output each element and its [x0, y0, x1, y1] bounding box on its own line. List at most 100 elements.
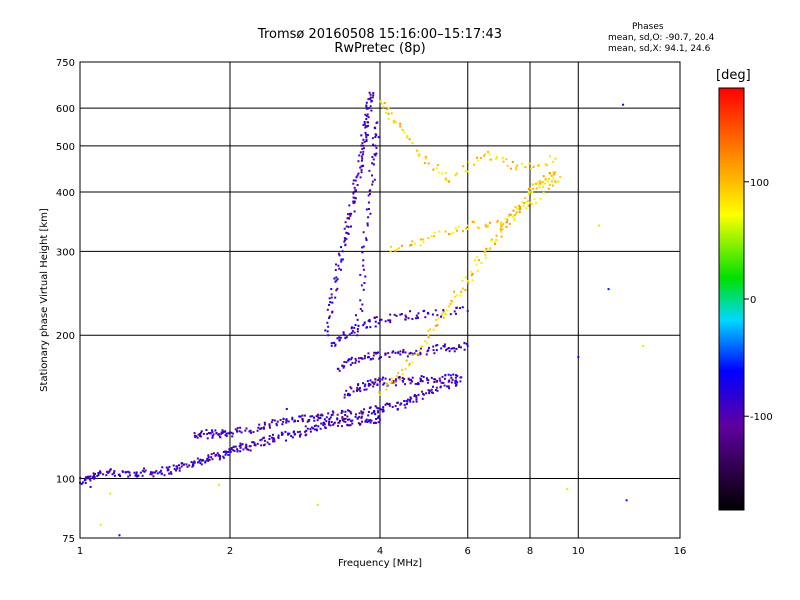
echo-point: [96, 474, 99, 477]
echo-point: [357, 172, 360, 175]
echo-point: [359, 390, 362, 393]
echo-point: [372, 158, 375, 161]
echo-point: [357, 160, 360, 163]
echo-point: [548, 177, 551, 180]
echo-point: [170, 472, 173, 475]
echo-point: [449, 313, 452, 316]
echo-point: [533, 198, 536, 201]
echo-point: [373, 153, 376, 156]
echo-point: [365, 118, 368, 121]
echo-point: [281, 423, 284, 426]
echo-point: [405, 359, 408, 362]
echo-point: [221, 429, 224, 432]
echo-point: [234, 445, 237, 448]
echo-point: [363, 322, 366, 325]
echo-point: [341, 364, 344, 367]
echo-point: [358, 423, 361, 426]
echo-point: [239, 442, 242, 445]
echo-point: [361, 147, 364, 150]
echo-point: [360, 134, 363, 137]
echo-point: [225, 452, 228, 455]
echo-point: [373, 421, 376, 424]
echo-point: [392, 121, 395, 124]
echo-point: [374, 325, 377, 328]
echo-point: [349, 411, 352, 414]
echo-point: [234, 428, 237, 431]
echo-point: [375, 406, 378, 409]
echo-point: [360, 155, 363, 158]
y-tick-label: 500: [56, 142, 75, 153]
echo-point: [515, 212, 518, 215]
echo-point: [529, 201, 531, 204]
echo-point: [125, 470, 128, 473]
echo-point: [447, 380, 450, 383]
echo-point: [459, 380, 462, 383]
echo-point: [356, 184, 359, 187]
echo-point: [455, 347, 458, 350]
echo-point: [642, 344, 645, 347]
echo-point: [440, 347, 443, 350]
echo-point: [271, 419, 274, 422]
echo-point: [466, 280, 469, 283]
echo-point: [407, 377, 410, 380]
echo-point: [287, 433, 290, 436]
echo-point: [530, 202, 533, 205]
echo-point: [538, 186, 541, 189]
colorbar-tick-label: 100: [750, 178, 769, 189]
y-tick-label: 400: [56, 188, 75, 199]
echo-point: [106, 470, 109, 473]
echo-point: [330, 342, 333, 345]
echo-point: [364, 275, 367, 278]
echo-point: [362, 124, 365, 127]
echo-point: [344, 337, 347, 340]
echo-point: [382, 376, 385, 379]
echo-point: [454, 384, 457, 387]
echo-point: [343, 417, 346, 420]
echo-point: [557, 180, 560, 183]
echo-point: [363, 147, 366, 150]
x-tick-label: 10: [572, 546, 585, 557]
y-tick-label: 200: [56, 331, 75, 342]
echo-point: [253, 443, 256, 446]
echo-point: [489, 221, 492, 224]
echo-point: [375, 316, 378, 319]
echo-point: [334, 343, 337, 346]
echo-point: [448, 387, 451, 390]
echo-point: [336, 367, 339, 370]
echo-point: [328, 420, 331, 423]
echo-point: [353, 190, 356, 193]
echo-point: [495, 234, 498, 237]
echo-point: [197, 433, 200, 436]
echo-point: [369, 326, 372, 329]
echo-point: [133, 471, 136, 474]
echo-point: [356, 389, 359, 392]
echo-point: [417, 382, 420, 385]
echo-point: [89, 475, 92, 478]
echo-point: [245, 427, 248, 430]
echo-point: [385, 382, 388, 385]
echo-point: [551, 184, 554, 187]
echo-point: [316, 503, 319, 506]
echo-point: [505, 225, 508, 228]
x-tick-label: 4: [377, 546, 383, 557]
echo-point: [499, 227, 502, 230]
echo-point: [377, 421, 380, 424]
echo-point: [293, 433, 296, 436]
echo-point: [363, 408, 366, 411]
echo-point: [458, 345, 461, 348]
echo-point: [405, 316, 408, 319]
echo-point: [188, 464, 191, 467]
echo-point: [193, 432, 196, 435]
echo-point: [354, 314, 357, 317]
echo-point: [453, 350, 456, 353]
echo-point: [435, 344, 438, 347]
echo-point: [411, 376, 414, 379]
echo-point: [84, 478, 87, 481]
echo-point: [427, 312, 430, 315]
plot-frame: [79, 61, 681, 539]
echo-point: [416, 316, 419, 319]
echo-point: [442, 309, 445, 312]
echo-point: [89, 479, 92, 482]
echo-point: [382, 383, 385, 386]
echo-point: [118, 473, 121, 476]
